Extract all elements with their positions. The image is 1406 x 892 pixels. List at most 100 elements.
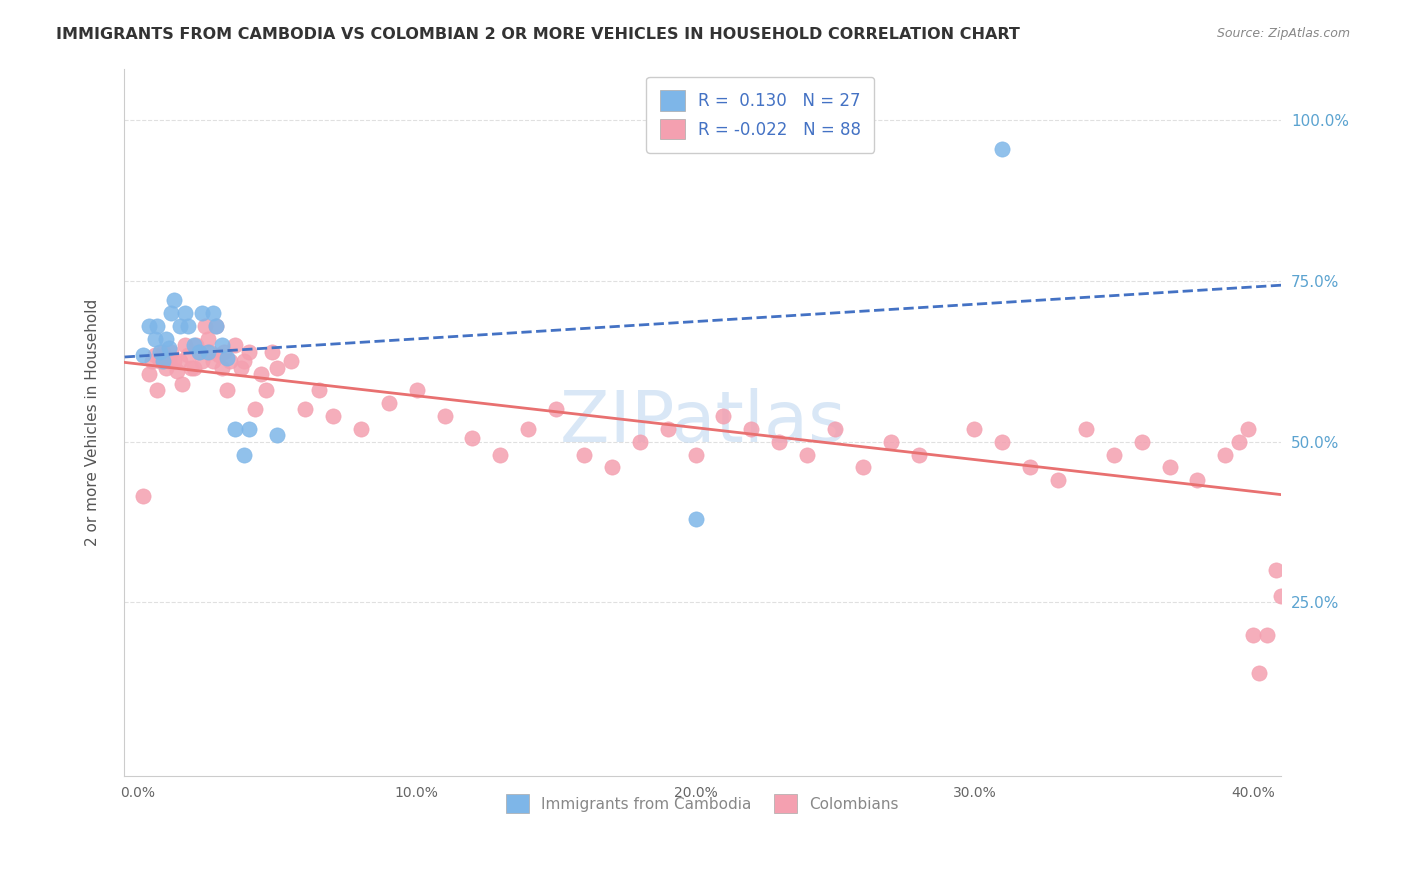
Immigrants from Cambodia: [202, 306, 225, 320]
Colombians: [1019, 460, 1042, 475]
Colombians: [685, 448, 707, 462]
Colombians: [174, 338, 197, 352]
Colombians: [166, 364, 188, 378]
Colombians: [657, 422, 679, 436]
Immigrants from Cambodia: [157, 342, 180, 356]
Colombians: [350, 422, 373, 436]
Colombians: [1215, 448, 1237, 462]
Colombians: [1340, 268, 1362, 282]
Colombians: [191, 354, 214, 368]
Colombians: [205, 318, 228, 333]
Colombians: [1312, 370, 1334, 384]
Immigrants from Cambodia: [177, 318, 200, 333]
Colombians: [254, 383, 277, 397]
Immigrants from Cambodia: [146, 318, 169, 333]
Colombians: [546, 402, 568, 417]
Colombians: [194, 318, 217, 333]
Immigrants from Cambodia: [238, 422, 260, 436]
Immigrants from Cambodia: [174, 306, 197, 320]
Immigrants from Cambodia: [685, 512, 707, 526]
Immigrants from Cambodia: [160, 306, 183, 320]
Text: IMMIGRANTS FROM CAMBODIA VS COLOMBIAN 2 OR MORE VEHICLES IN HOUSEHOLD CORRELATIO: IMMIGRANTS FROM CAMBODIA VS COLOMBIAN 2 …: [56, 27, 1021, 42]
Colombians: [489, 448, 512, 462]
Colombians: [517, 422, 540, 436]
Colombians: [224, 338, 246, 352]
Colombians: [1326, 274, 1348, 288]
Colombians: [1270, 589, 1292, 603]
Colombians: [1264, 563, 1286, 577]
Colombians: [600, 460, 623, 475]
Colombians: [378, 396, 401, 410]
Colombians: [308, 383, 330, 397]
Colombians: [1102, 448, 1125, 462]
Colombians: [1247, 666, 1270, 681]
Immigrants from Cambodia: [191, 306, 214, 320]
Colombians: [172, 376, 194, 391]
Colombians: [217, 383, 239, 397]
Colombians: [186, 338, 208, 352]
Immigrants from Cambodia: [991, 142, 1014, 156]
Immigrants from Cambodia: [152, 354, 174, 368]
Colombians: [163, 354, 186, 368]
Colombians: [180, 360, 202, 375]
Colombians: [218, 354, 240, 368]
Colombians: [768, 434, 790, 449]
Colombians: [169, 354, 191, 368]
Y-axis label: 2 or more Vehicles in Household: 2 or more Vehicles in Household: [86, 299, 100, 546]
Colombians: [796, 448, 818, 462]
Colombians: [149, 354, 172, 368]
Immigrants from Cambodia: [143, 332, 166, 346]
Colombians: [152, 344, 174, 359]
Colombians: [880, 434, 903, 449]
Colombians: [294, 402, 316, 417]
Colombians: [1256, 627, 1278, 641]
Colombians: [433, 409, 456, 423]
Immigrants from Cambodia: [188, 344, 211, 359]
Immigrants from Cambodia: [232, 448, 254, 462]
Colombians: [1130, 434, 1153, 449]
Colombians: [991, 434, 1014, 449]
Colombians: [405, 383, 427, 397]
Colombians: [713, 409, 735, 423]
Colombians: [963, 422, 986, 436]
Immigrants from Cambodia: [217, 351, 239, 365]
Colombians: [232, 354, 254, 368]
Colombians: [740, 422, 762, 436]
Colombians: [1354, 344, 1376, 359]
Immigrants from Cambodia: [132, 348, 155, 362]
Colombians: [155, 360, 177, 375]
Immigrants from Cambodia: [211, 338, 233, 352]
Colombians: [141, 354, 163, 368]
Immigrants from Cambodia: [155, 332, 177, 346]
Text: Source: ZipAtlas.com: Source: ZipAtlas.com: [1216, 27, 1350, 40]
Colombians: [1241, 627, 1264, 641]
Colombians: [1236, 422, 1258, 436]
Immigrants from Cambodia: [149, 344, 172, 359]
Colombians: [197, 332, 219, 346]
Immigrants from Cambodia: [163, 293, 186, 307]
Colombians: [322, 409, 344, 423]
Text: ZIPat​las: ZIPat​las: [560, 388, 845, 457]
Colombians: [1284, 634, 1306, 648]
Colombians: [211, 360, 233, 375]
Colombians: [628, 434, 651, 449]
Colombians: [1298, 653, 1320, 667]
Legend: Immigrants from Cambodia, Colombians: Immigrants from Cambodia, Colombians: [494, 782, 911, 825]
Colombians: [461, 432, 484, 446]
Colombians: [238, 344, 260, 359]
Colombians: [249, 367, 271, 381]
Immigrants from Cambodia: [266, 428, 288, 442]
Colombians: [266, 360, 288, 375]
Colombians: [229, 360, 252, 375]
Colombians: [1074, 422, 1097, 436]
Colombians: [280, 354, 302, 368]
Colombians: [243, 402, 266, 417]
Immigrants from Cambodia: [183, 338, 205, 352]
Colombians: [824, 422, 846, 436]
Colombians: [143, 348, 166, 362]
Colombians: [208, 348, 231, 362]
Colombians: [260, 344, 283, 359]
Immigrants from Cambodia: [205, 318, 228, 333]
Immigrants from Cambodia: [138, 318, 160, 333]
Colombians: [157, 354, 180, 368]
